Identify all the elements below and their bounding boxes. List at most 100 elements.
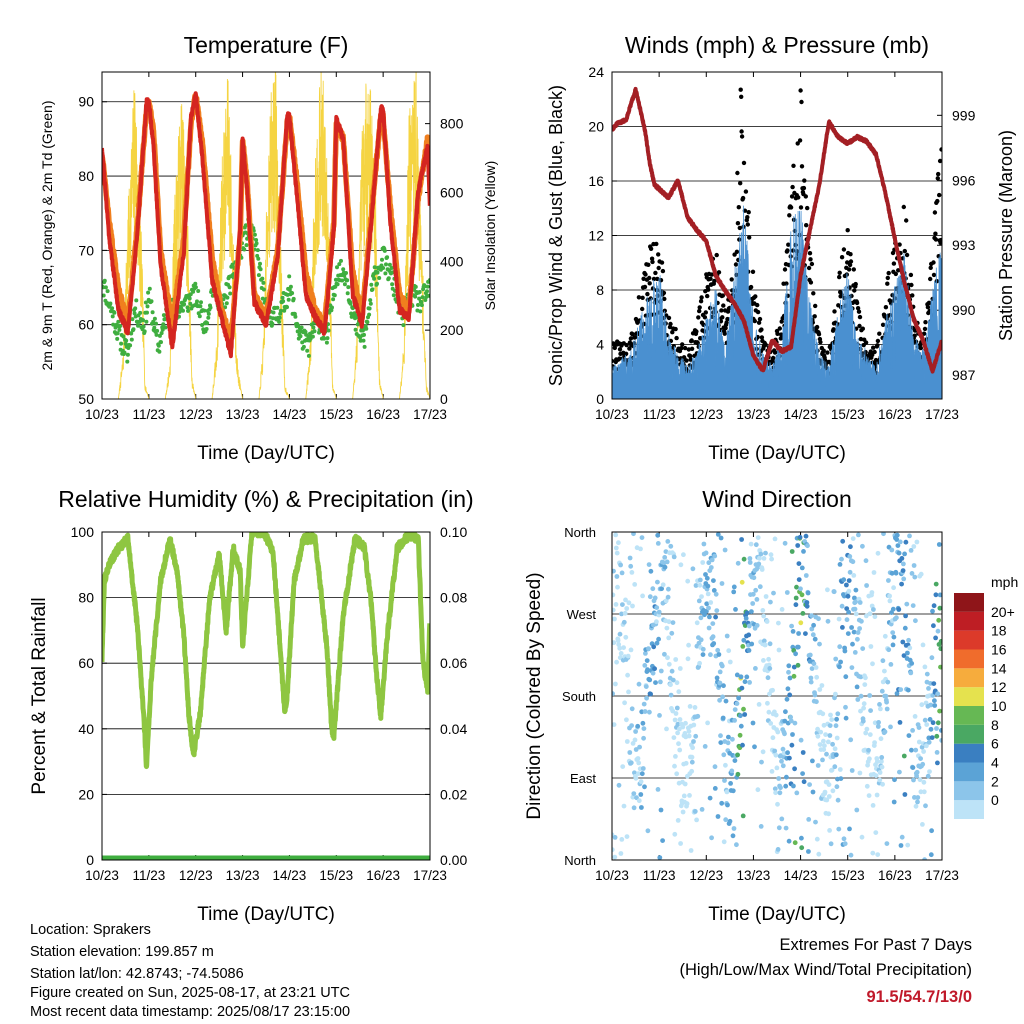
dewpoint-dot: [147, 286, 152, 291]
direction-dot: [688, 848, 694, 853]
direction-dot: [893, 570, 899, 576]
direction-dot: [739, 537, 744, 542]
direction-dot: [815, 763, 821, 768]
gust-dot: [617, 347, 623, 352]
direction-dot: [671, 735, 677, 740]
direction-dot: [643, 684, 649, 689]
colorbar-swatch: [954, 800, 984, 819]
direction-dot: [668, 543, 674, 549]
x-tick-label: 12/23: [689, 407, 723, 422]
direction-dot: [845, 593, 851, 599]
direction-dot: [740, 813, 746, 819]
direction-dot: [921, 789, 927, 795]
gust-dot: [712, 278, 717, 284]
dewpoint-dot: [242, 247, 247, 252]
direction-dot: [777, 790, 783, 796]
direction-dot: [708, 565, 714, 570]
direction-dot: [643, 651, 648, 656]
dewpoint-dot: [345, 291, 350, 296]
direction-dot: [775, 801, 780, 807]
direction-dot: [738, 674, 744, 680]
dewpoint-dot: [159, 331, 164, 336]
dewpoint-dot: [330, 305, 334, 310]
direction-dot: [816, 851, 822, 857]
direction-scatter: [612, 532, 942, 860]
direction-dot: [901, 576, 907, 582]
dewpoint-dot: [144, 319, 149, 324]
direction-dot: [722, 778, 727, 783]
direction-dot: [641, 701, 647, 707]
direction-dot: [750, 591, 756, 597]
direction-dot: [738, 723, 744, 729]
direction-dot: [715, 647, 721, 653]
direction-dot: [662, 651, 667, 657]
y-axis-label: Percent & Total Rainfall: [29, 597, 50, 794]
direction-dot: [879, 688, 885, 694]
direction-dot: [637, 744, 642, 750]
direction-dot: [788, 718, 794, 724]
direction-dot: [641, 726, 647, 731]
gust-dot: [735, 170, 740, 176]
dewpoint-dot: [353, 327, 358, 332]
dewpoint-dot: [367, 306, 372, 311]
direction-dot: [736, 695, 741, 701]
gust-dot: [741, 160, 747, 166]
gust-dot: [723, 325, 728, 331]
gust-dot: [880, 322, 886, 327]
direction-dot: [718, 740, 724, 745]
gust-dot: [845, 260, 850, 265]
dewpoint-dot: [205, 321, 210, 326]
direction-dot: [709, 835, 714, 841]
direction-dot: [627, 555, 633, 561]
direction-dot: [890, 630, 896, 635]
direction-dot: [850, 641, 855, 647]
gust-dot: [931, 272, 937, 278]
direction-dot: [780, 746, 786, 752]
direction-dot: [772, 786, 778, 792]
gust-dot: [935, 176, 940, 181]
direction-dot: [727, 659, 733, 665]
direction-dot: [894, 615, 899, 621]
colorbar-label: 8: [991, 717, 999, 733]
direction-dot: [844, 582, 849, 588]
direction-dot: [872, 614, 878, 620]
direction-dot: [863, 613, 869, 619]
gust-dot: [755, 309, 761, 315]
direction-dot: [726, 648, 732, 654]
direction-dot: [724, 633, 730, 639]
gust-dot: [709, 272, 715, 277]
gust-dot: [816, 332, 822, 337]
dewpoint-dot: [225, 295, 230, 300]
y2-tick-label: 987: [952, 367, 976, 383]
gust-dot: [790, 248, 796, 253]
dewpoint-dot: [163, 325, 168, 330]
gust-dot: [832, 309, 837, 314]
dewpoint-dot: [133, 306, 138, 311]
gust-dot: [931, 260, 936, 265]
direction-dot: [656, 609, 662, 615]
dewpoint-dot: [136, 323, 140, 328]
gust-dot: [701, 322, 706, 327]
direction-dot: [741, 637, 747, 643]
colorbar-label: 16: [991, 642, 1007, 658]
direction-dot: [683, 760, 689, 766]
direction-dot: [861, 705, 866, 711]
direction-dot: [877, 777, 883, 783]
dewpoint-dot: [202, 308, 207, 313]
gust-dot: [706, 287, 711, 292]
dewpoint-dot: [427, 278, 430, 283]
direction-dot: [852, 595, 857, 601]
direction-dot: [795, 644, 801, 650]
direction-dot: [721, 683, 726, 689]
direction-dot: [879, 764, 885, 770]
direction-dot: [713, 591, 719, 597]
y2-tick-label: 0.08: [440, 590, 467, 606]
direction-dot: [707, 795, 713, 801]
dewpoint-dot: [325, 336, 330, 341]
direction-dot: [909, 747, 914, 753]
gust-dot: [641, 276, 646, 281]
direction-dot: [799, 835, 804, 841]
x-tick-label: 12/23: [179, 407, 213, 422]
direction-dot: [875, 724, 881, 729]
dewpoint-dot: [417, 290, 422, 294]
